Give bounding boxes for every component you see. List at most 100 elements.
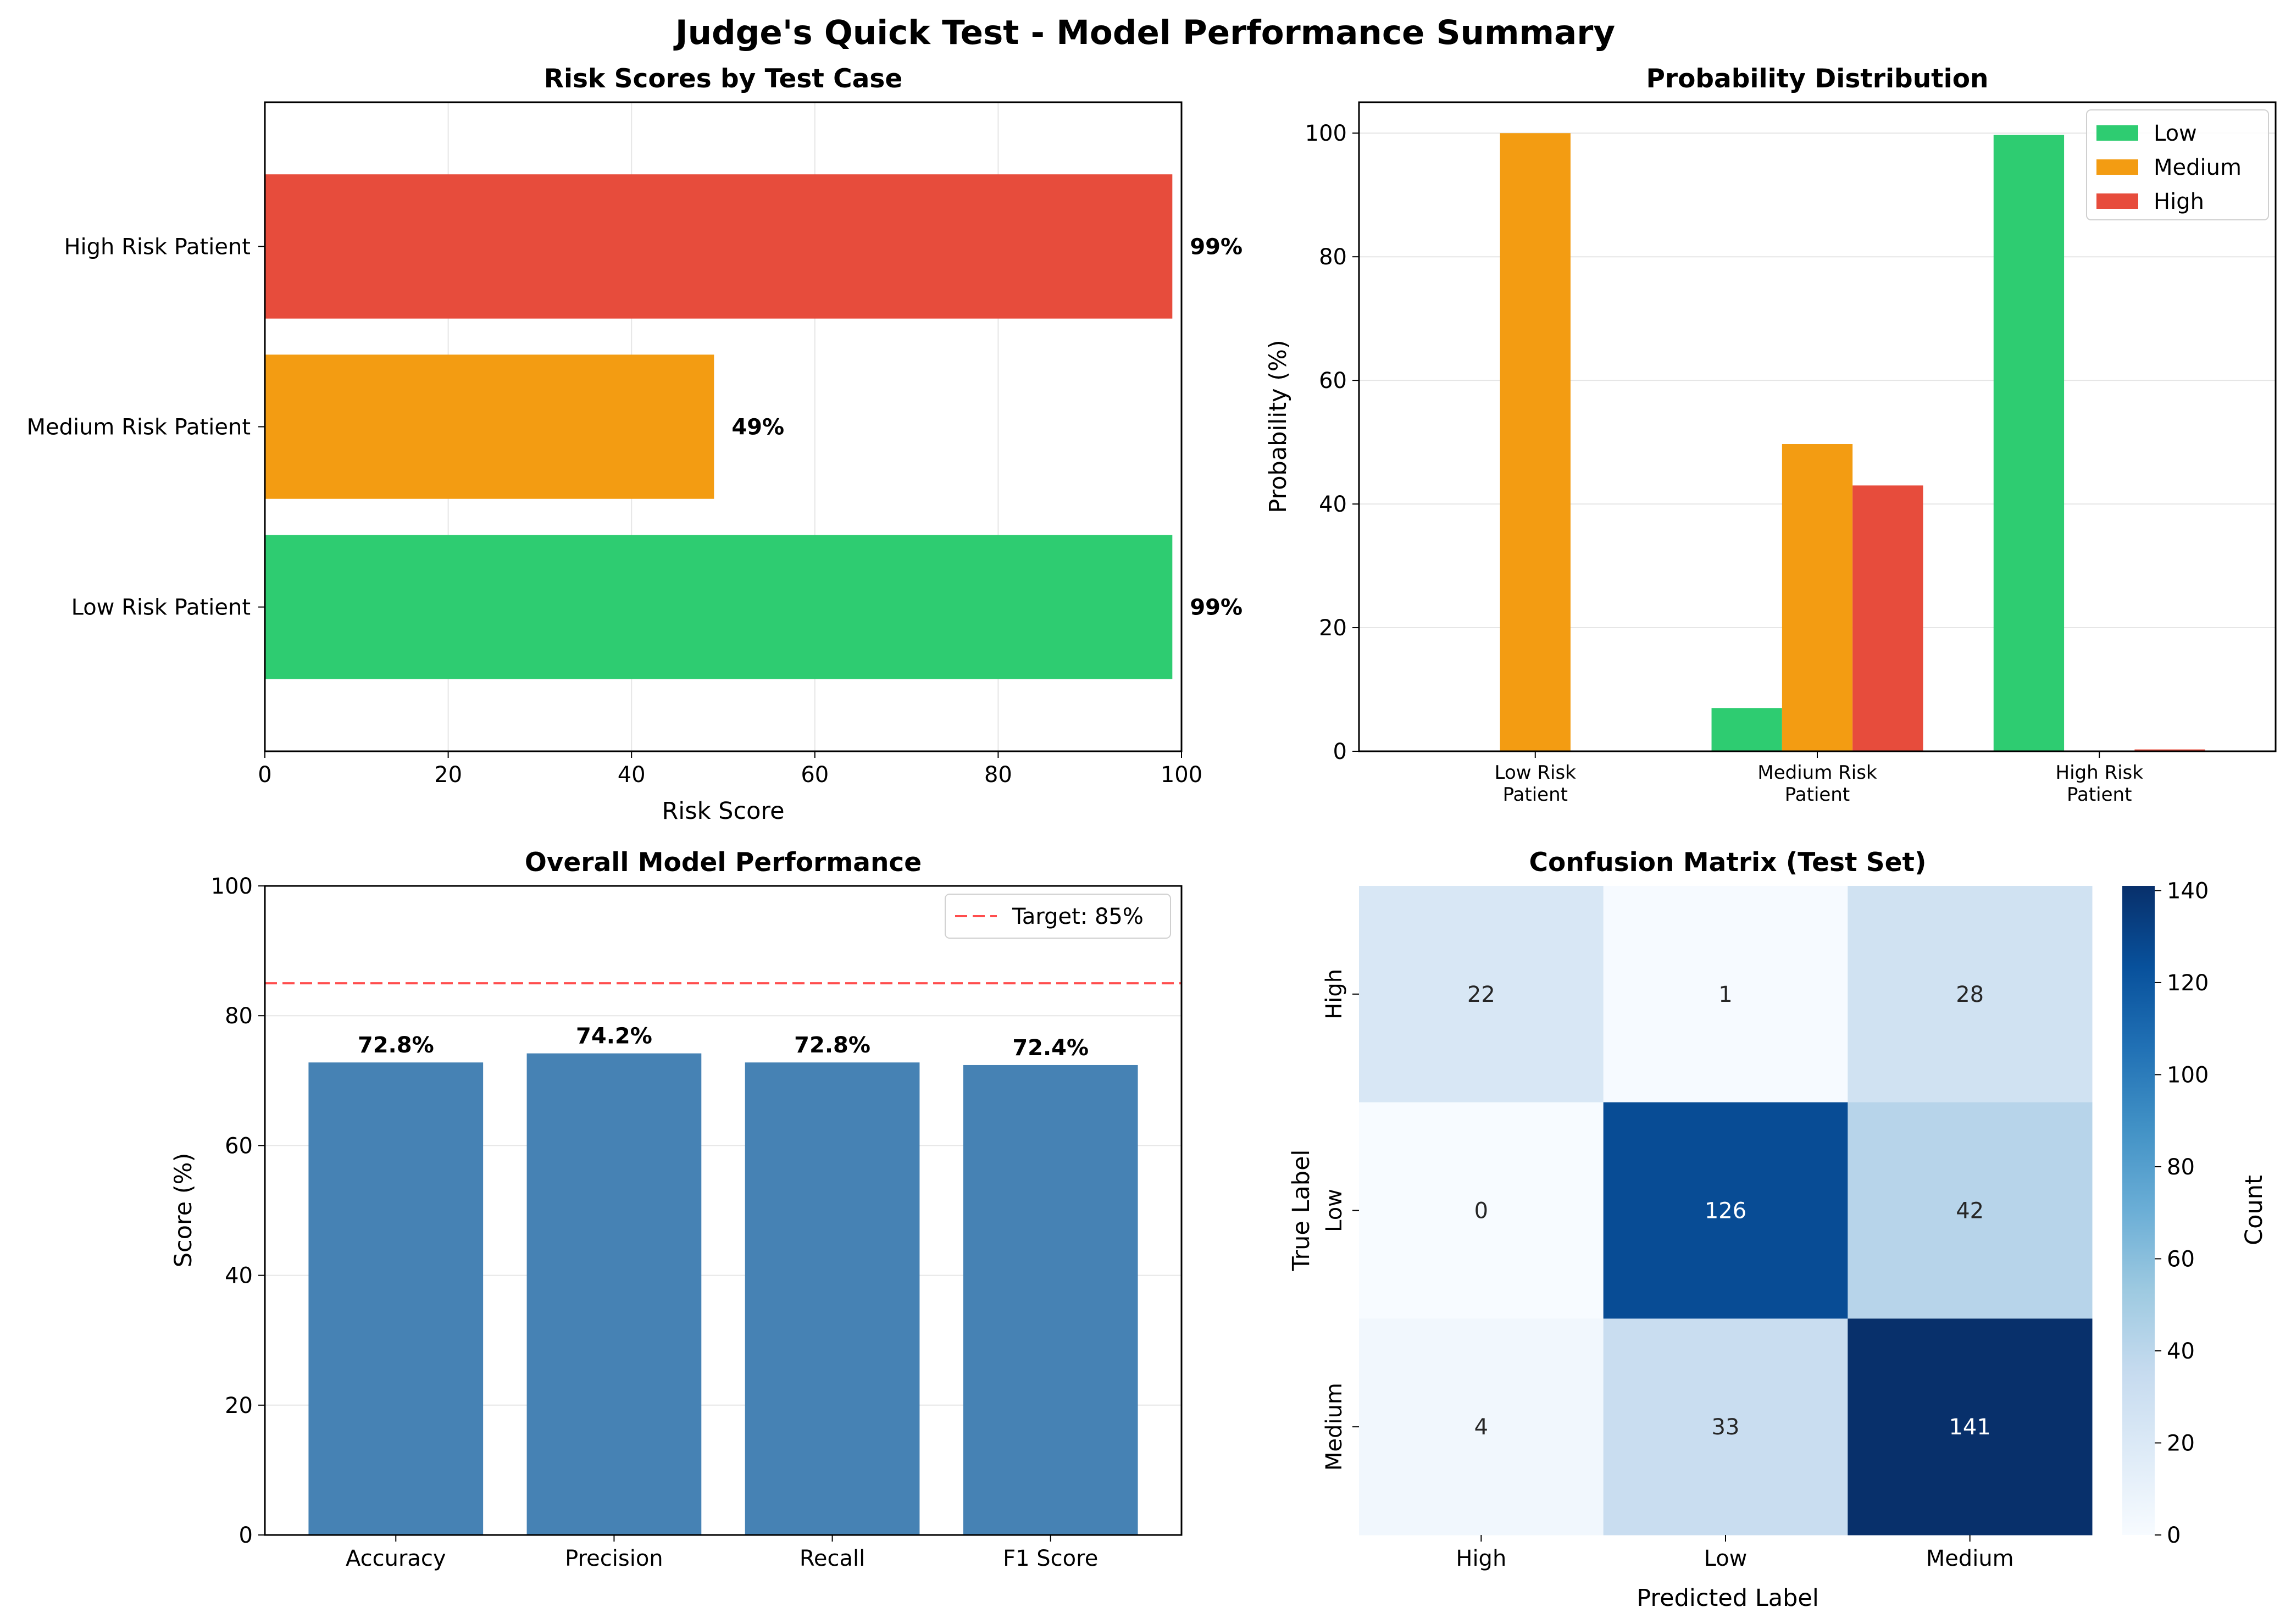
performance-category-label: Recall: [800, 1546, 865, 1571]
legend-swatch-low: [2096, 125, 2138, 141]
matrix-cell: [1848, 1318, 2093, 1536]
performance-bar: [526, 1053, 702, 1535]
colorbar: [2122, 886, 2155, 1535]
legend-label-medium: Medium: [2154, 155, 2242, 180]
probability-legend: Low Medium High: [2086, 109, 2269, 220]
probability-distribution-chart: Probability Distribution 0 20 40 60 80 100 Low…: [1264, 64, 2277, 806]
legend-label-low: Low: [2154, 121, 2197, 146]
risk-value-label: 49%: [731, 415, 784, 440]
risk-xtick-label: 100: [1161, 762, 1202, 788]
risk-value-label: 99%: [1190, 234, 1242, 259]
risk-xtick-label: 60: [801, 762, 829, 788]
probability-bar-medium: [1500, 133, 1571, 752]
risk-category-label: Low Risk Patient: [71, 595, 251, 620]
risk-scores-chart: Risk Scores by Test Case 99% 49% 99% 0 20 40…: [26, 64, 1242, 825]
matrix-cell: [1848, 886, 2093, 1103]
matrix-cell-value: 141: [1949, 1415, 1990, 1440]
colorbar-tick-label: 80: [2167, 1155, 2195, 1180]
performance-ytick-label: 60: [225, 1133, 253, 1159]
legend-swatch-medium: [2096, 159, 2138, 175]
matrix-cell: [1359, 1102, 1604, 1319]
probability-bar-high: [2134, 749, 2205, 751]
performance-value-label: 74.2%: [576, 1024, 652, 1049]
matrix-cell-value: 1: [1718, 982, 1732, 1007]
colorbar-tick-label: 40: [2167, 1339, 2195, 1364]
performance-category-label: F1 Score: [1003, 1546, 1098, 1571]
probability-category-label: Patient: [2067, 784, 2132, 806]
colorbar-tick-label: 0: [2167, 1523, 2181, 1548]
probability-ytick-label: 40: [1319, 492, 1347, 517]
performance-category-label: Accuracy: [346, 1546, 446, 1571]
matrix-cell-value: 126: [1705, 1199, 1746, 1224]
matrix-cell-value: 0: [1474, 1199, 1488, 1224]
colorbar-tick-label: 20: [2167, 1431, 2195, 1456]
risk-scores-title: Risk Scores by Test Case: [544, 64, 903, 94]
matrix-xtick-label: Low: [1704, 1546, 1748, 1571]
performance-bar: [308, 1062, 484, 1535]
risk-scores-xlabel: Risk Score: [662, 797, 784, 825]
probability-category-label: Patient: [1503, 784, 1568, 806]
legend-label-high: High: [2154, 189, 2204, 214]
matrix-cell-value: 22: [1467, 982, 1495, 1007]
matrix-cell-value: 28: [1956, 982, 1984, 1007]
risk-category-label: Medium Risk Patient: [26, 415, 251, 440]
probability-bar-high: [1852, 485, 1923, 751]
matrix-cell: [1359, 1318, 1604, 1536]
probability-distribution-ylabel: Probability (%): [1264, 340, 1292, 513]
matrix-cell: [1359, 886, 1604, 1103]
matrix-xtick-label: Medium: [1926, 1546, 2014, 1571]
colorbar-tick-label: 100: [2167, 1062, 2209, 1088]
risk-category-label: High Risk Patient: [64, 234, 251, 259]
performance-ytick-label: 0: [239, 1523, 253, 1548]
risk-value-label: 99%: [1190, 595, 1242, 620]
probability-distribution-title: Probability Distribution: [1646, 64, 1988, 94]
matrix-cell-value: 42: [1956, 1199, 1984, 1224]
probability-ytick-label: 20: [1319, 616, 1347, 641]
overall-performance-frame: [264, 885, 1183, 1536]
confusion-matrix-ylabel: True Label: [1288, 1149, 1315, 1271]
probability-ytick-label: 0: [1333, 739, 1347, 764]
risk-bar: [265, 174, 1173, 319]
performance-category-label: Precision: [565, 1546, 663, 1571]
confusion-matrix-title: Confusion Matrix (Test Set): [1529, 847, 1927, 878]
performance-value-label: 72.4%: [1012, 1035, 1089, 1061]
matrix-ytick-label: Low: [1322, 1189, 1347, 1232]
confusion-matrix-xlabel: Predicted Label: [1637, 1584, 1819, 1612]
probability-ytick-label: 80: [1319, 245, 1347, 270]
target-legend: Target: 85%: [945, 894, 1171, 939]
risk-xtick-label: 40: [618, 762, 646, 788]
matrix-ytick-label: Medium: [1322, 1383, 1347, 1471]
performance-bar: [745, 1062, 920, 1535]
performance-ytick-label: 100: [211, 874, 253, 899]
legend-swatch-high: [2096, 193, 2138, 209]
risk-xtick-label: 0: [258, 762, 271, 788]
matrix-cell: [1848, 1102, 2093, 1319]
probability-bar-low: [1993, 135, 2065, 751]
performance-value-label: 72.8%: [794, 1033, 870, 1058]
matrix-xtick-label: High: [1456, 1546, 1506, 1571]
overall-performance-ylabel: Score (%): [170, 1153, 197, 1268]
target-legend-label: Target: 85%: [1012, 904, 1144, 929]
probability-ytick-label: 100: [1305, 121, 1347, 146]
risk-xtick-label: 80: [984, 762, 1012, 788]
performance-bar: [963, 1065, 1138, 1535]
risk-bar: [265, 535, 1173, 679]
probability-category-label: High Risk: [2056, 762, 2144, 784]
colorbar-tick-label: 120: [2167, 971, 2209, 996]
overall-performance-title: Overall Model Performance: [525, 847, 922, 878]
matrix-cell-value: 4: [1474, 1415, 1488, 1440]
performance-ytick-label: 20: [225, 1393, 253, 1418]
probability-category-label: Medium Risk: [1757, 762, 1877, 784]
probability-ytick-label: 60: [1319, 368, 1347, 393]
performance-ytick-label: 80: [225, 1004, 253, 1029]
probability-bar-low: [1711, 708, 1782, 751]
risk-bar: [265, 354, 714, 499]
matrix-cell-value: 33: [1712, 1415, 1740, 1440]
probability-category-label: Low Risk: [1495, 762, 1577, 784]
probability-bar-medium: [1782, 444, 1853, 751]
probability-category-label: Patient: [1785, 784, 1850, 806]
matrix-ytick-label: High: [1322, 969, 1347, 1019]
colorbar-tick-label: 60: [2167, 1246, 2195, 1272]
target-legend-box: [945, 894, 1171, 939]
